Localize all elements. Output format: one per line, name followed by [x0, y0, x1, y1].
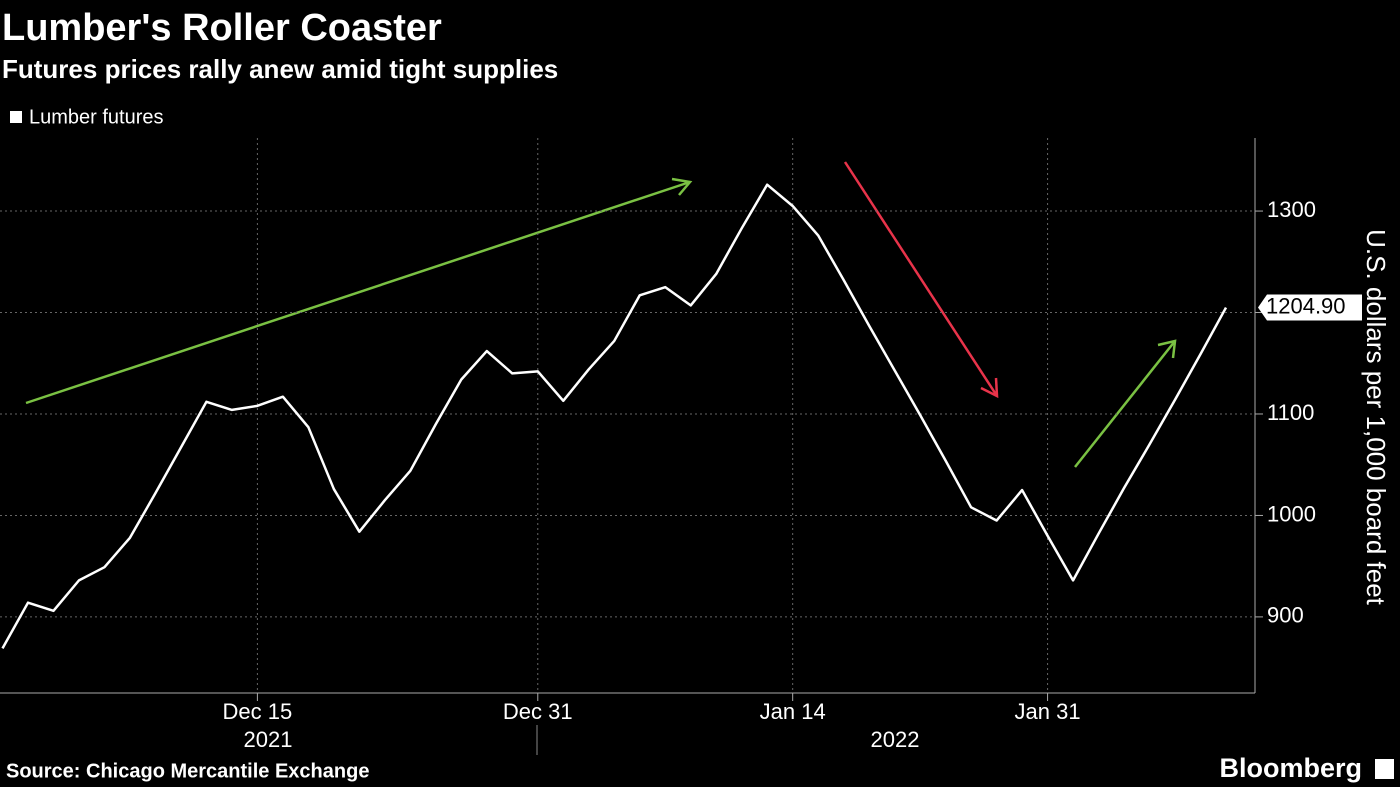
annotation-arrows: [25, 161, 1177, 468]
x-tick-label: Dec 31: [503, 699, 573, 724]
y-tick-label: 1300: [1267, 197, 1316, 222]
brand-icon: [1375, 759, 1394, 779]
x-tick-label: Dec 15: [223, 699, 293, 724]
value-label-box: [1258, 294, 1362, 321]
line-series: [1, 183, 1228, 649]
brand: Bloomberg: [1219, 753, 1362, 783]
chart-subtitle: Futures prices rally anew amid tight sup…: [2, 54, 558, 84]
y-tick-label: 900: [1267, 603, 1304, 628]
x-tick-label: Jan 31: [1015, 699, 1081, 724]
x-tick-label: Jan 14: [760, 699, 826, 724]
y-tick-label: 1000: [1267, 501, 1316, 526]
year-label: 2022: [871, 727, 920, 752]
legend-label: Lumber futures: [29, 106, 164, 128]
y-axis-title: U.S. dollars per 1,000 board feet: [1361, 229, 1391, 606]
value-label: 1204.90: [1266, 293, 1346, 318]
source: Source: Chicago Mercantile Exchange: [6, 760, 369, 782]
year-label: 2021: [244, 727, 293, 752]
chart-title: Lumber's Roller Coaster: [2, 7, 442, 49]
legend-swatch: [10, 111, 22, 123]
y-tick-label: 1100: [1267, 400, 1314, 425]
